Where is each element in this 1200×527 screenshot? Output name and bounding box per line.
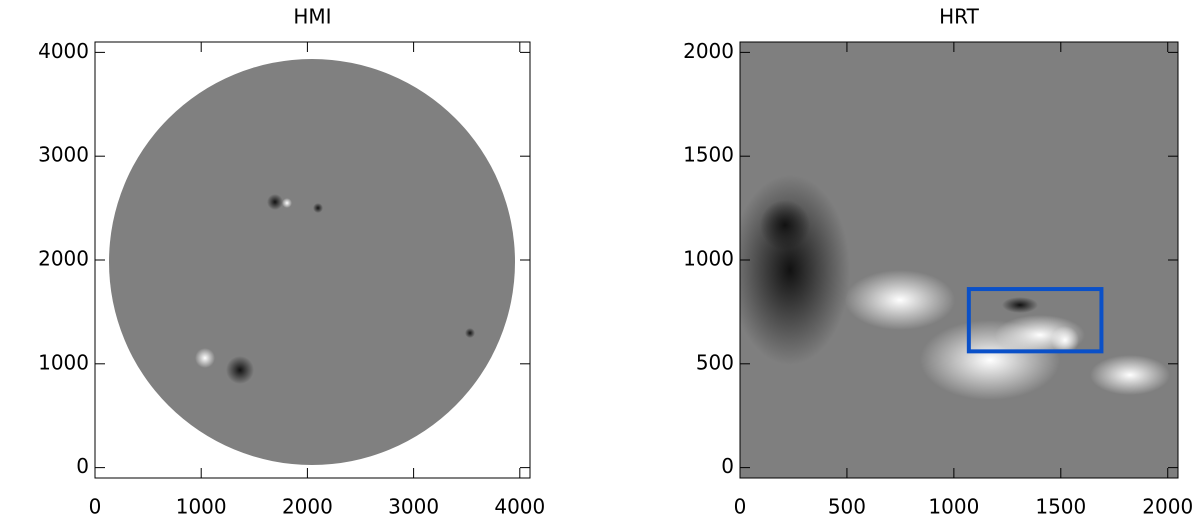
y-tick-label: 0 — [721, 454, 734, 478]
x-tick-label: 0 — [89, 495, 102, 519]
y-tick-label: 1500 — [683, 143, 734, 167]
x-tick-label: 0 — [734, 495, 747, 519]
x-tick-label: 1000 — [176, 495, 227, 519]
x-tick-label: 2000 — [1142, 495, 1193, 519]
y-tick-label: 0 — [76, 454, 89, 478]
y-tick-label: 2000 — [683, 39, 734, 63]
y-tick-label: 500 — [696, 350, 734, 374]
hmi-image — [109, 59, 515, 465]
panel-title: HRT — [939, 5, 979, 29]
x-tick-label: 500 — [828, 495, 866, 519]
x-tick-label: 2000 — [282, 495, 333, 519]
x-tick-label: 1000 — [928, 495, 979, 519]
y-tick-label: 1000 — [38, 350, 89, 374]
y-tick-label: 3000 — [38, 143, 89, 167]
y-tick-label: 1000 — [683, 247, 734, 271]
x-tick-label: 1500 — [1035, 495, 1086, 519]
x-tick-label: 4000 — [494, 495, 545, 519]
y-tick-label: 2000 — [38, 247, 89, 271]
highlight-box — [966, 287, 1104, 354]
y-tick-label: 4000 — [38, 39, 89, 63]
panel-title: HMI — [293, 5, 331, 29]
hrt-image — [740, 42, 1178, 478]
x-tick-label: 3000 — [388, 495, 439, 519]
